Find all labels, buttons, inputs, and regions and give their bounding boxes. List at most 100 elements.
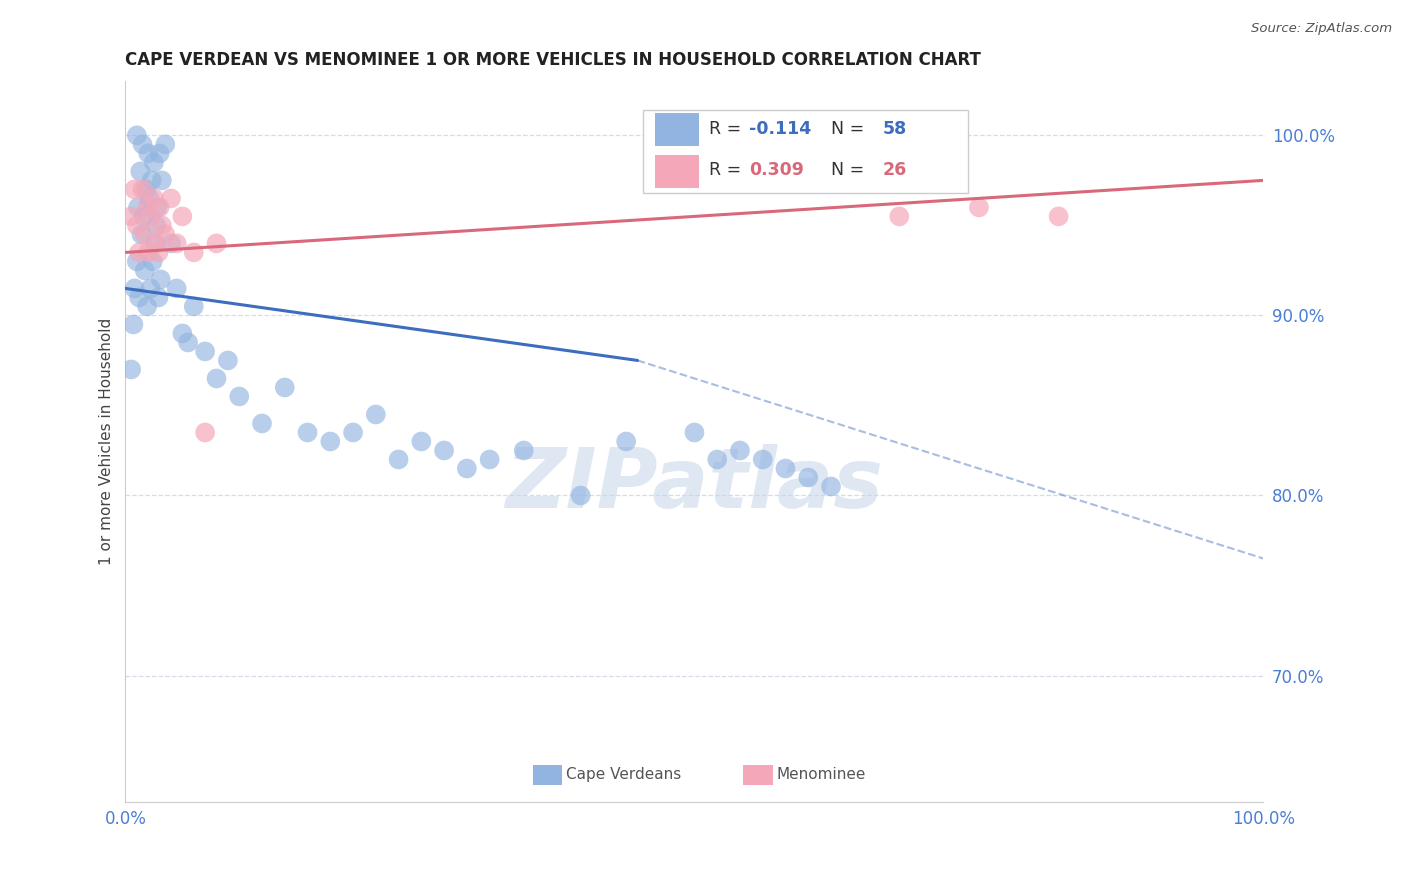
Text: Cape Verdeans: Cape Verdeans	[565, 767, 681, 782]
Point	[297, 425, 319, 440]
Point	[127, 201, 149, 215]
Text: CAPE VERDEAN VS MENOMINEE 1 OR MORE VEHICLES IN HOUSEHOLD CORRELATION CHART: CAPE VERDEAN VS MENOMINEE 1 OR MORE VEHI…	[125, 51, 981, 69]
FancyBboxPatch shape	[643, 110, 967, 193]
Point	[797, 470, 820, 484]
Point	[125, 254, 148, 268]
Y-axis label: 1 or more Vehicles in Household: 1 or more Vehicles in Household	[100, 318, 114, 566]
Point	[120, 362, 142, 376]
FancyBboxPatch shape	[655, 154, 699, 188]
Point	[751, 452, 773, 467]
Point	[967, 201, 990, 215]
Point	[166, 281, 188, 295]
Point	[228, 389, 250, 403]
FancyBboxPatch shape	[744, 764, 773, 785]
Point	[148, 245, 170, 260]
Point	[740, 128, 762, 143]
Point	[155, 137, 177, 152]
Point	[342, 425, 364, 440]
Point	[183, 300, 205, 314]
Point	[139, 210, 162, 224]
Point	[136, 201, 159, 215]
Text: R =: R =	[709, 120, 747, 137]
Point	[155, 227, 177, 242]
Text: 58: 58	[882, 120, 907, 137]
Point	[141, 173, 163, 187]
Point	[160, 191, 183, 205]
Point	[136, 300, 159, 314]
Point	[150, 173, 173, 187]
Point	[274, 380, 297, 394]
Point	[172, 210, 194, 224]
Point	[172, 326, 194, 341]
Point	[194, 425, 217, 440]
Point	[148, 290, 170, 304]
Point	[131, 182, 153, 196]
Point	[136, 245, 159, 260]
Text: Source: ZipAtlas.com: Source: ZipAtlas.com	[1251, 22, 1392, 36]
Point	[387, 452, 409, 467]
Point	[145, 219, 167, 233]
Point	[122, 318, 145, 332]
Point	[146, 201, 169, 215]
Point	[124, 182, 146, 196]
FancyBboxPatch shape	[655, 113, 699, 146]
Point	[433, 443, 456, 458]
Point	[125, 219, 148, 233]
Point	[456, 461, 478, 475]
Point	[728, 443, 751, 458]
Point	[205, 236, 228, 251]
Point	[142, 191, 165, 205]
Point	[125, 128, 148, 143]
Point	[134, 263, 156, 277]
Text: ZIPatlas: ZIPatlas	[506, 444, 883, 525]
Point	[138, 191, 160, 205]
Text: R =: R =	[709, 161, 747, 179]
Point	[614, 434, 637, 449]
Point	[160, 236, 183, 251]
Point	[128, 290, 150, 304]
Point	[820, 155, 842, 169]
Point	[706, 452, 728, 467]
Point	[139, 281, 162, 295]
Point	[149, 272, 172, 286]
Point	[142, 155, 165, 169]
Point	[150, 219, 173, 233]
Point	[217, 353, 239, 368]
Point	[134, 227, 156, 242]
Point	[569, 488, 592, 502]
Point	[319, 434, 342, 449]
Point	[124, 281, 146, 295]
Point	[143, 236, 166, 251]
Point	[1047, 210, 1070, 224]
Point	[135, 182, 157, 196]
Point	[166, 236, 188, 251]
Point	[478, 452, 501, 467]
Point	[364, 408, 387, 422]
Point	[131, 227, 153, 242]
Point	[129, 164, 152, 178]
Point	[411, 434, 433, 449]
Point	[132, 210, 155, 224]
Point	[194, 344, 217, 359]
Point	[149, 201, 172, 215]
Text: -0.114: -0.114	[749, 120, 811, 137]
Text: Menominee: Menominee	[776, 767, 866, 782]
Point	[145, 236, 167, 251]
Point	[820, 479, 842, 493]
Point	[120, 210, 142, 224]
Text: 26: 26	[882, 161, 907, 179]
Point	[250, 417, 273, 431]
Text: 0.309: 0.309	[749, 161, 804, 179]
Point	[205, 371, 228, 385]
Point	[142, 254, 165, 268]
Point	[149, 146, 172, 161]
Point	[128, 245, 150, 260]
FancyBboxPatch shape	[533, 764, 562, 785]
Point	[775, 461, 797, 475]
Point	[177, 335, 200, 350]
Point	[889, 210, 911, 224]
Point	[183, 245, 205, 260]
Text: N =: N =	[820, 161, 869, 179]
Point	[513, 443, 536, 458]
Point	[131, 137, 153, 152]
